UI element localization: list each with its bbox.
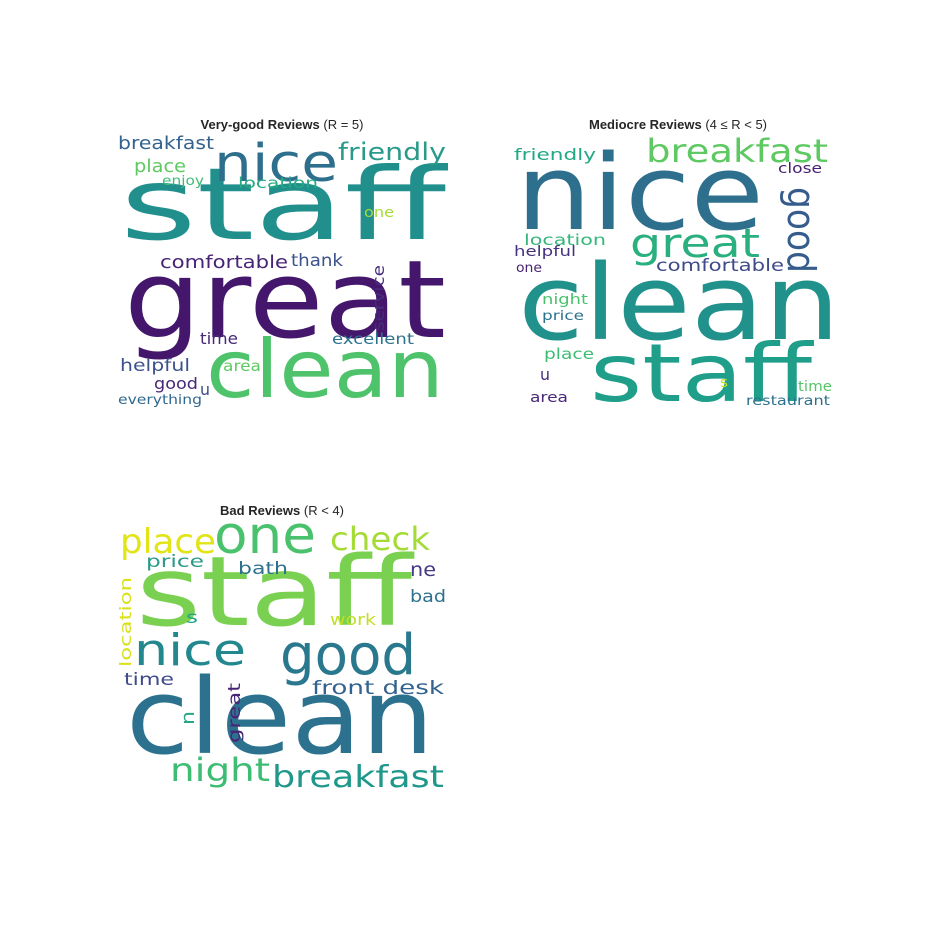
word: night xyxy=(542,292,589,308)
word: staff xyxy=(136,536,414,648)
word: helpful xyxy=(120,356,190,376)
panel-bad: Bad Reviews (R < 4) staff clean good nic… xyxy=(116,501,448,801)
word: helpful xyxy=(514,244,576,260)
word: u xyxy=(179,711,200,725)
panel-title: Bad Reviews (R < 4) xyxy=(116,503,448,518)
word: friendly xyxy=(338,138,446,166)
word: one xyxy=(516,261,542,276)
word: staff xyxy=(120,146,448,263)
word: clean xyxy=(206,323,444,415)
panel-title-condition: (R = 5) xyxy=(323,117,364,132)
word: great xyxy=(630,221,760,267)
word: everything xyxy=(118,393,202,408)
panel-title: Very-good Reviews (R = 5) xyxy=(116,117,448,132)
word: night xyxy=(170,751,270,789)
panel-title-bold: Mediocre Reviews xyxy=(588,117,702,132)
word: one xyxy=(214,506,316,566)
word: breakfast xyxy=(646,132,828,170)
word: work xyxy=(330,610,377,629)
word: clean xyxy=(126,656,434,778)
word: check xyxy=(330,520,431,558)
word: nice xyxy=(214,134,338,194)
panel-mediocre: Mediocre Reviews (4 ≤ R < 5) nice clean … xyxy=(512,115,844,415)
word: one xyxy=(364,205,394,221)
word: nice xyxy=(134,625,246,676)
word: price xyxy=(146,552,204,572)
word: ne xyxy=(410,559,436,581)
word: front desk xyxy=(312,677,444,699)
word: breakfast xyxy=(272,760,444,795)
panel-title-condition: (R < 4) xyxy=(303,503,344,518)
word: location xyxy=(524,231,606,249)
word: good xyxy=(779,187,823,273)
word: location xyxy=(116,577,135,667)
word-cloud: staff clean good nice place one check pr… xyxy=(116,506,446,795)
word-cloud: nice clean staff breakfast great good fr… xyxy=(514,132,840,415)
word: friendly xyxy=(514,145,596,164)
word: comfortable xyxy=(656,256,784,276)
word: good xyxy=(280,623,416,688)
word: excellent xyxy=(332,330,414,348)
word: location xyxy=(238,174,318,192)
word: comfortable xyxy=(160,252,288,273)
panel-title-condition: (4 ≤ R < 5) xyxy=(705,117,768,132)
word: bad xyxy=(410,587,446,607)
word: place xyxy=(544,345,594,363)
panel-very-good: Very-good Reviews (R = 5) staff great cl… xyxy=(116,115,448,415)
word: clean xyxy=(518,242,840,364)
word: enjoy xyxy=(162,174,204,189)
word: time xyxy=(124,670,174,690)
word: breakfast xyxy=(118,133,214,154)
word: nice xyxy=(516,132,764,254)
word: place xyxy=(134,156,186,177)
word: great xyxy=(124,238,446,363)
word: s xyxy=(720,375,728,391)
word: s xyxy=(186,608,198,628)
panel-title-bold: Very-good Reviews xyxy=(200,117,320,132)
word: bath xyxy=(238,559,288,579)
word-cloud: staff great clean nice friendly breakfas… xyxy=(118,133,448,415)
word: service xyxy=(369,265,388,331)
word: thank xyxy=(291,251,343,271)
word: area xyxy=(530,390,568,406)
word: great xyxy=(225,683,245,743)
panel-title: Mediocre Reviews (4 ≤ R < 5) xyxy=(512,117,844,132)
word: close xyxy=(778,161,822,177)
word: time xyxy=(798,379,832,395)
word: time xyxy=(200,329,238,348)
word: good xyxy=(154,374,198,393)
panel-title-bold: Bad Reviews xyxy=(220,503,301,518)
word: area xyxy=(223,357,261,375)
word: staff xyxy=(590,327,814,415)
word: restaurant xyxy=(746,394,830,409)
word: price xyxy=(542,309,584,324)
word: u xyxy=(200,380,210,399)
word: place xyxy=(120,522,216,562)
word: u xyxy=(540,365,550,384)
